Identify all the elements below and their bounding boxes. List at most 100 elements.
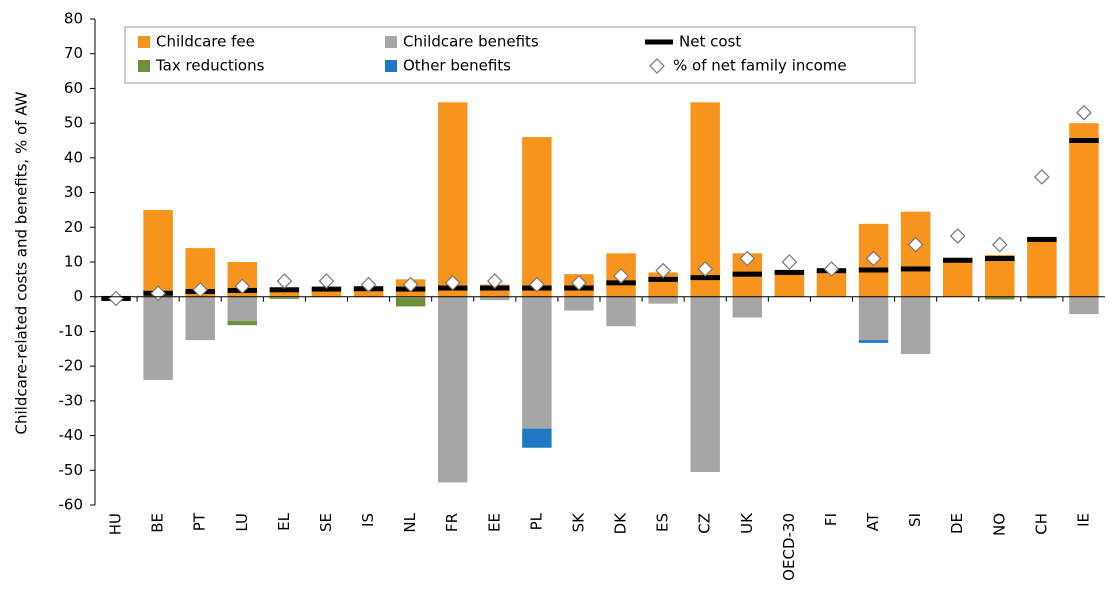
share-marker — [991, 236, 1008, 253]
x-tick-label: IE — [1074, 513, 1092, 527]
bar-segment — [395, 297, 426, 307]
legend-swatch — [385, 60, 397, 72]
bar-segment — [269, 297, 300, 299]
x-tick-label: PT — [191, 512, 209, 531]
share-marker — [1076, 104, 1092, 121]
bar-segment — [395, 296, 426, 298]
x-tick-label: FR — [443, 513, 461, 532]
bar-segment — [858, 296, 889, 341]
share-marker — [360, 276, 377, 293]
y-tick-label: 60 — [64, 79, 83, 97]
net-cost-marker — [942, 257, 973, 263]
y-tick-label: -30 — [59, 391, 84, 409]
x-tick-label: NO — [990, 513, 1008, 536]
y-tick-label: 70 — [64, 44, 83, 62]
y-tick-label: 40 — [64, 148, 83, 166]
bar-segment — [690, 296, 720, 473]
bar-segment — [522, 296, 552, 429]
share-marker — [781, 254, 798, 270]
x-tick-label: HU — [107, 513, 125, 535]
x-tick-label: IS — [359, 513, 377, 527]
share-marker — [108, 290, 124, 307]
bar-segment — [985, 296, 1015, 300]
bar-segment — [269, 296, 300, 298]
x-tick-label: DK — [612, 512, 630, 535]
y-tick-label: 50 — [64, 114, 83, 132]
bar-segment — [311, 289, 342, 297]
share-marker — [571, 274, 587, 291]
bar-segment — [648, 296, 678, 304]
legend-swatch — [385, 36, 397, 48]
share-marker — [234, 278, 251, 295]
legend-label: Tax reductions — [155, 57, 265, 75]
net-cost-marker — [690, 275, 720, 281]
bar-segment — [227, 296, 258, 322]
share-marker — [823, 261, 840, 277]
net-cost-marker — [648, 276, 678, 282]
bar-segment — [185, 296, 215, 341]
net-cost-marker — [900, 266, 931, 272]
y-tick-label: 80 — [64, 10, 83, 28]
net-cost-marker — [1027, 236, 1057, 242]
net-cost-marker — [858, 267, 889, 273]
net-cost-marker — [1069, 138, 1099, 143]
x-tick-label: BE — [149, 513, 167, 533]
bar-segment — [522, 137, 552, 297]
share-marker — [402, 276, 419, 293]
share-marker — [486, 273, 503, 289]
bar-segment — [1069, 123, 1099, 297]
bar-segment — [1027, 296, 1057, 299]
share-marker — [613, 268, 629, 284]
legend-label: % of net family income — [673, 57, 847, 75]
x-tick-label: OECD-30 — [780, 513, 798, 581]
y-tick-label: -10 — [59, 322, 84, 340]
x-tick-label: LU — [233, 513, 251, 532]
bar-segment — [942, 260, 973, 297]
net-cost-marker — [985, 256, 1015, 262]
legend-label: Childcare benefits — [403, 33, 539, 51]
x-tick-label: PL — [527, 512, 545, 530]
legend-swatch — [138, 60, 150, 72]
x-tick-label: ES — [654, 513, 672, 532]
bar-segment — [732, 296, 763, 318]
y-tick-label: 20 — [64, 218, 83, 236]
y-tick-label: 30 — [64, 183, 83, 201]
net-cost-marker — [269, 287, 300, 293]
bar-segment — [774, 270, 805, 297]
bar-segment — [900, 296, 931, 354]
bar-segment — [985, 255, 1015, 297]
bar-segment — [269, 288, 300, 297]
x-tick-label: DE — [948, 513, 966, 534]
share-marker — [949, 228, 966, 244]
y-axis-label: Childcare-related costs and benefits, % … — [13, 91, 31, 434]
legend-swatch — [138, 36, 150, 48]
share-marker — [529, 276, 545, 293]
x-tick-label: AT — [864, 512, 882, 531]
y-tick-label: -40 — [59, 426, 84, 444]
y-tick-label: -60 — [59, 496, 84, 514]
share-marker — [907, 236, 924, 253]
bar-segment — [1027, 237, 1057, 297]
bar-segment — [900, 211, 931, 297]
x-tick-label: SK — [569, 512, 587, 533]
x-tick-label: CH — [1032, 513, 1050, 535]
bar-segment — [480, 296, 510, 301]
x-tick-label: EL — [275, 512, 293, 530]
bar-segment — [143, 209, 173, 297]
y-tick-label: -50 — [59, 461, 84, 479]
legend-swatch — [645, 39, 673, 45]
y-tick-label: 10 — [64, 253, 83, 271]
legend-label: Childcare fee — [156, 33, 255, 51]
bar-segment — [1069, 296, 1099, 315]
share-marker — [276, 273, 293, 289]
legend-label: Other benefits — [403, 57, 511, 75]
x-tick-label: EE — [485, 513, 503, 532]
share-marker — [655, 262, 671, 279]
legend-box — [124, 26, 916, 84]
x-tick-label: SE — [317, 513, 335, 532]
legend-label: Net cost — [679, 33, 741, 51]
bar-segment — [522, 428, 552, 448]
bar-segment — [353, 288, 384, 297]
net-cost-marker — [311, 286, 342, 292]
